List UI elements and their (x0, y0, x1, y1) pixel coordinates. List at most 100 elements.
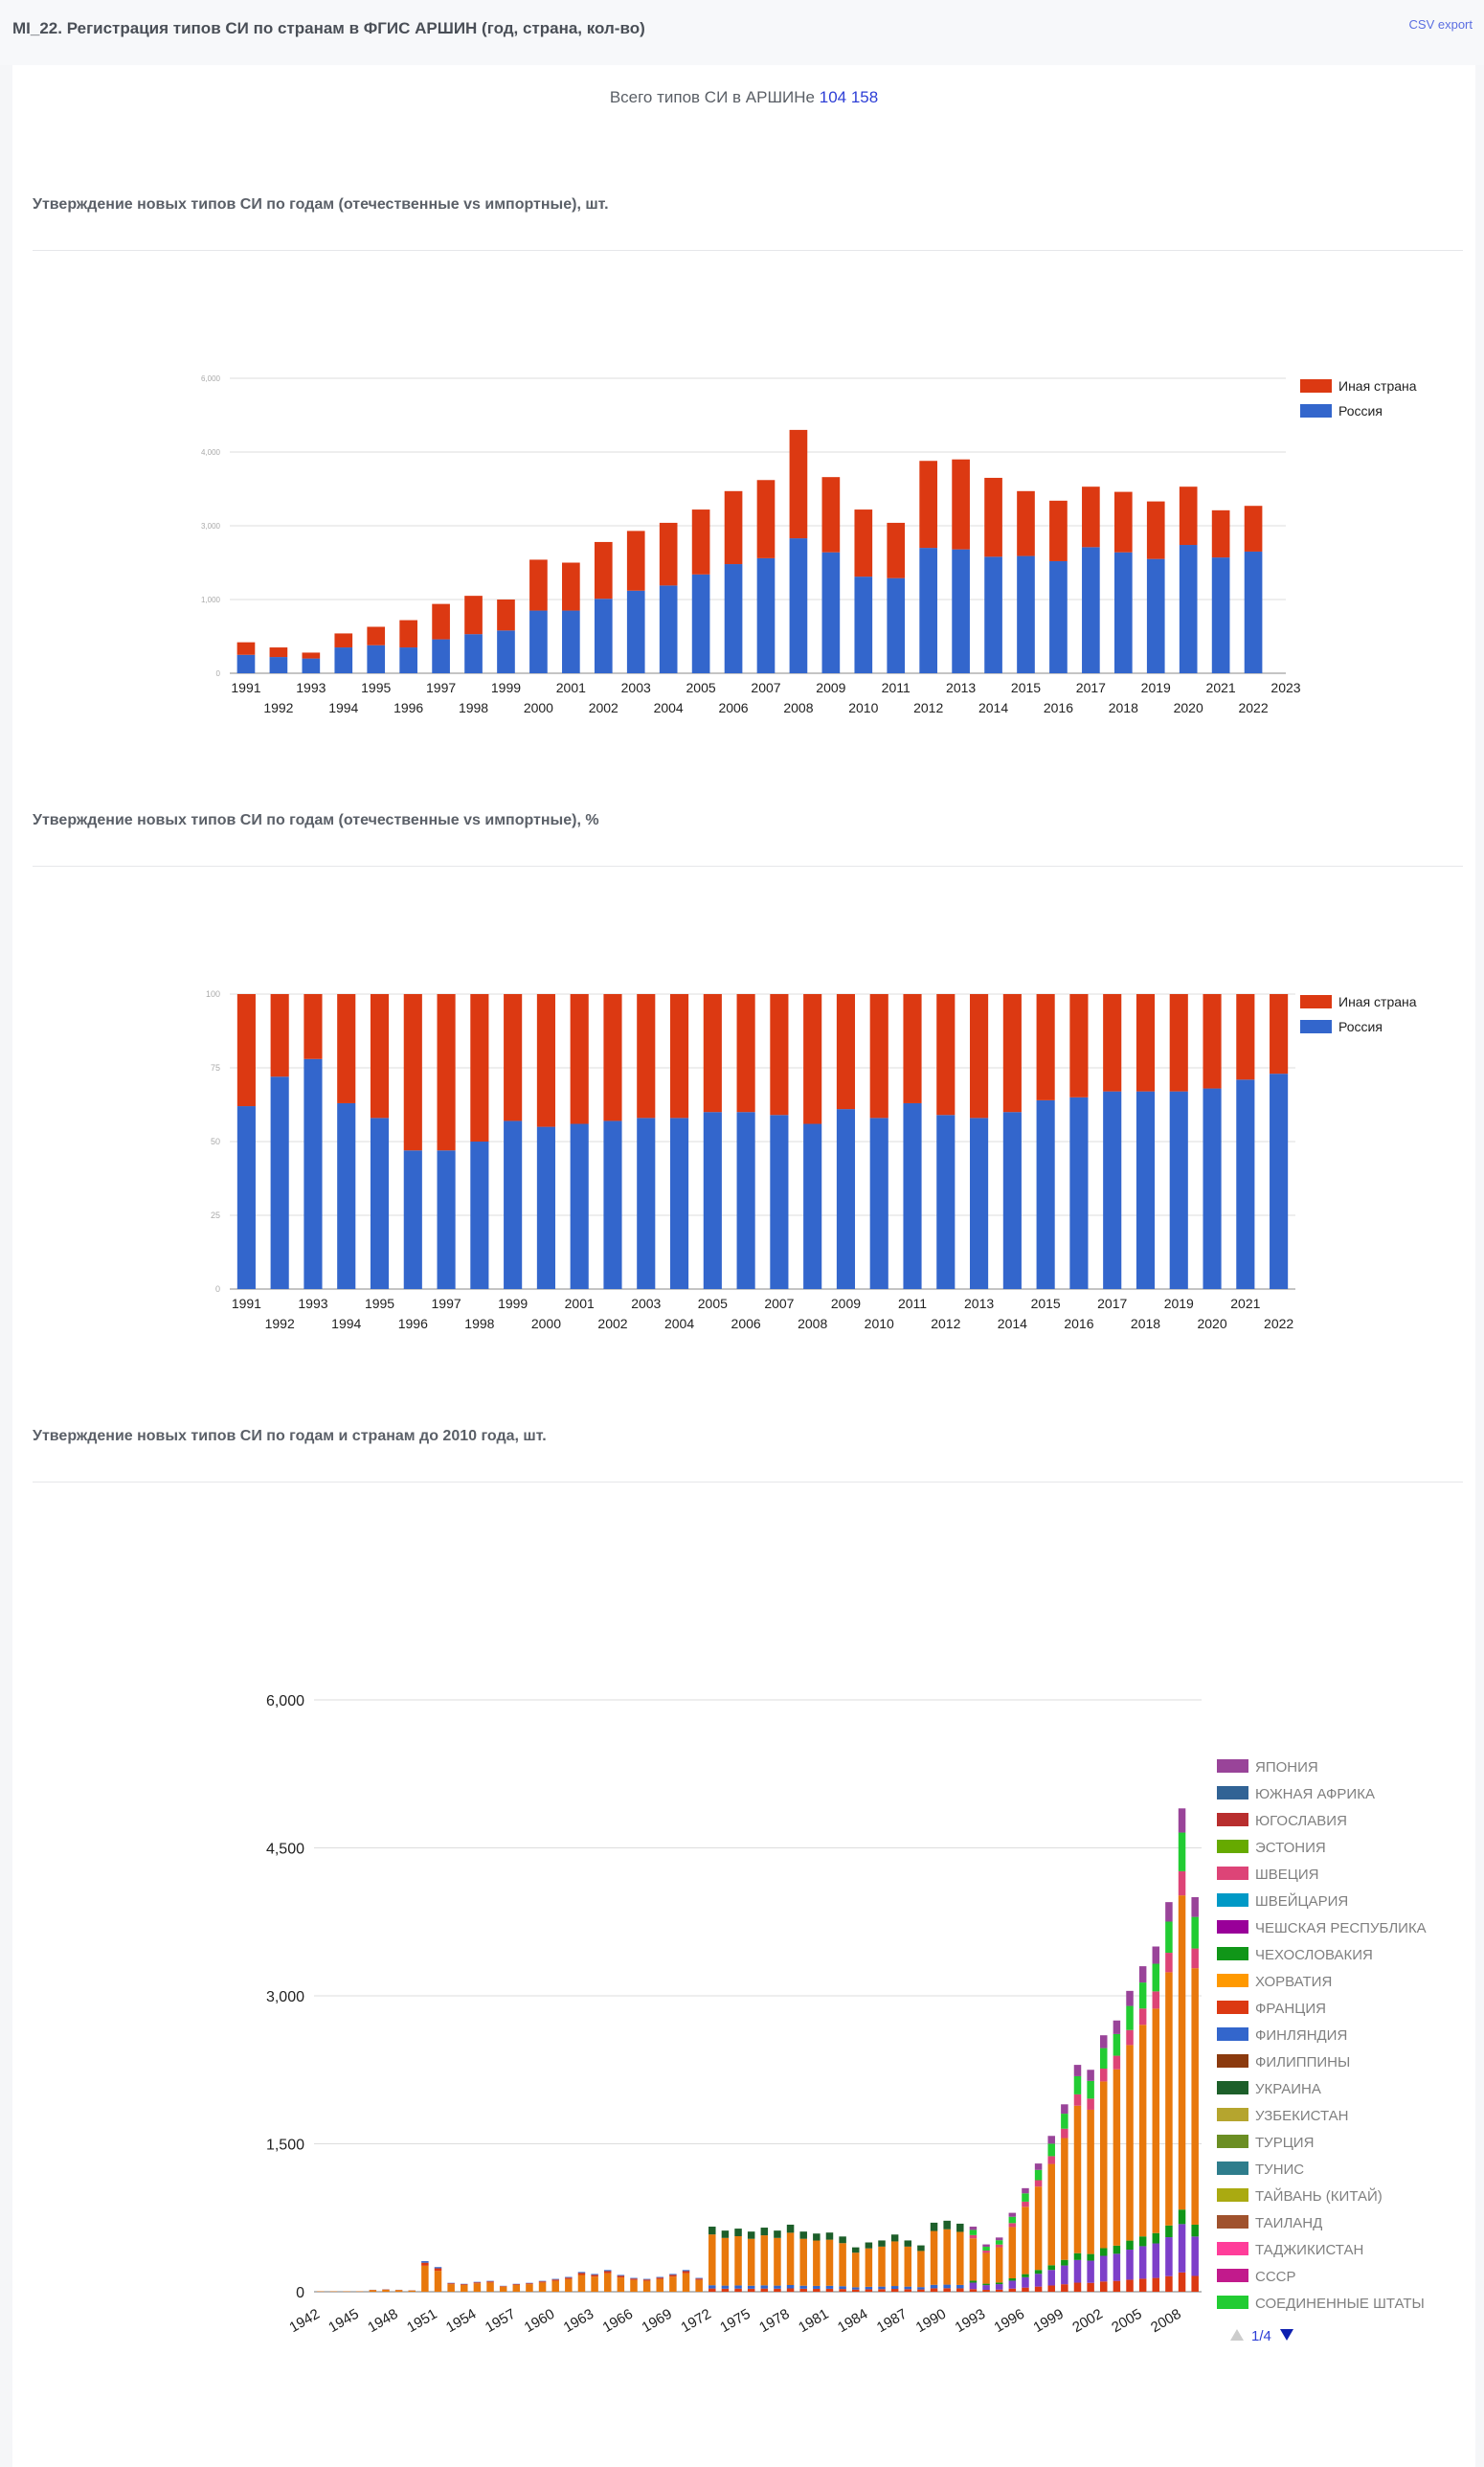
bar-other (1135, 994, 1156, 1092)
bar-other (536, 994, 555, 1127)
bar-segment (851, 2247, 860, 2253)
bar-russia (399, 647, 417, 673)
bar-segment (1165, 1953, 1173, 1973)
bar-segment (656, 2276, 664, 2278)
bar-other (869, 994, 888, 1119)
legend-label: ТУНИС (1255, 2161, 1304, 2178)
x-tick-label: 1996 (393, 700, 423, 715)
bar-segment (890, 2289, 899, 2292)
bar-segment (1191, 1948, 1199, 1969)
bar-segment (760, 2235, 769, 2286)
x-tick-label: 2008 (783, 700, 813, 715)
bar-russia (337, 1102, 356, 1289)
x-tick-label: 1975 (717, 2306, 753, 2336)
bar-segment (565, 2278, 573, 2292)
bar-segment (1113, 2245, 1121, 2254)
bar-segment (930, 2222, 938, 2231)
legend-label: ЧЕШСКАЯ РЕСПУБЛИКА (1255, 1920, 1427, 1936)
bar-segment (969, 2227, 978, 2230)
x-tick-label: 2005 (686, 680, 716, 695)
bar-russia (659, 585, 678, 673)
csv-export-link[interactable]: CSV export (1408, 17, 1473, 32)
bar-other (1169, 994, 1188, 1092)
bar-segment (1100, 2035, 1108, 2048)
section-title-count: Утверждение новых типов СИ по годам (оте… (33, 196, 609, 213)
bar-russia (1135, 1091, 1156, 1289)
bar-segment (1008, 2223, 1017, 2228)
bar-segment (760, 2228, 769, 2236)
bar-segment (1165, 2225, 1173, 2238)
bar-segment (1061, 2104, 1068, 2115)
bar-segment (813, 2233, 821, 2241)
bar-segment (1061, 2265, 1068, 2285)
bar-other (736, 994, 755, 1113)
bar-segment (1165, 1902, 1173, 1922)
bar-segment (1126, 2279, 1134, 2292)
legend-swatch (1217, 1786, 1248, 1799)
x-tick-label: 2016 (1064, 1316, 1093, 1331)
legend-swatch (1217, 1947, 1248, 1960)
x-tick-label: 2021 (1206, 680, 1236, 695)
bar-segment (1138, 1966, 1147, 1983)
legend-label: ЧЕХОСЛОВАКИЯ (1255, 1947, 1373, 1963)
legend-swatch (1217, 2001, 1248, 2014)
x-tick-label: 1990 (913, 2306, 949, 2336)
x-tick-label: 1996 (398, 1316, 428, 1331)
section-title-countries: Утверждение новых типов СИ по годам и ст… (33, 1428, 547, 1444)
bar-other (626, 531, 645, 591)
legend-label: ТАИЛАНД (1255, 2215, 1322, 2231)
bar-segment (1034, 2286, 1043, 2292)
x-tick-label: 2011 (898, 1296, 927, 1311)
bar-segment (917, 2289, 925, 2292)
section-divider (33, 866, 1463, 867)
bar-segment (1008, 2216, 1017, 2224)
y-tick-label: 0 (215, 1284, 220, 1294)
bar-segment (734, 2288, 742, 2292)
bar-segment (1022, 2287, 1029, 2292)
legend-page-indicator: 1/4 (1251, 2328, 1271, 2344)
bar-segment (1047, 2143, 1055, 2157)
legend-page-down-icon (1280, 2329, 1293, 2341)
x-tick-label: 1945 (326, 2306, 361, 2336)
legend-label: УКРАИНА (1255, 2081, 1321, 2097)
x-tick-label: 1998 (459, 700, 488, 715)
legend-swatch (1217, 1920, 1248, 1934)
bar-segment (1008, 2227, 1017, 2278)
bar-segment (708, 2285, 716, 2289)
bar-segment (1178, 2224, 1186, 2273)
bar-russia (1169, 1091, 1188, 1289)
x-tick-label: 1994 (331, 1316, 361, 1331)
bar-russia (570, 1123, 589, 1289)
bar-segment (982, 2247, 990, 2251)
bar-segment (734, 2235, 742, 2286)
bar-segment (695, 2278, 703, 2280)
legend-swatch (1217, 2242, 1248, 2255)
bar-segment (890, 2286, 899, 2290)
bar-segment (1061, 2259, 1068, 2266)
bar-russia (756, 557, 776, 673)
bar-segment (1138, 2246, 1147, 2279)
bar-russia (1146, 558, 1165, 673)
x-tick-label: 2000 (524, 700, 553, 715)
bar-russia (869, 1118, 888, 1289)
bar-russia (903, 1102, 922, 1289)
bar-segment (747, 2238, 755, 2286)
bar-segment (421, 2265, 429, 2292)
bar-segment (1152, 2243, 1160, 2278)
x-tick-label: 2008 (1148, 2306, 1183, 2336)
x-tick-label: 2006 (718, 700, 748, 715)
bar-segment (708, 2227, 716, 2235)
bar-segment (1034, 2274, 1043, 2287)
x-tick-label: 1997 (426, 680, 456, 695)
bar-segment (447, 2283, 455, 2285)
x-tick-label: 1999 (491, 680, 521, 695)
bar-segment (1061, 2128, 1068, 2139)
bar-segment (434, 2268, 442, 2272)
y-tick-label: 100 (206, 989, 220, 999)
bar-other (302, 652, 321, 659)
bar-russia (269, 657, 288, 673)
bar-segment (1087, 2260, 1094, 2283)
bar-russia (970, 1118, 989, 1289)
legend-swatch-russia (1300, 1020, 1332, 1033)
bar-russia (1069, 1097, 1089, 1289)
